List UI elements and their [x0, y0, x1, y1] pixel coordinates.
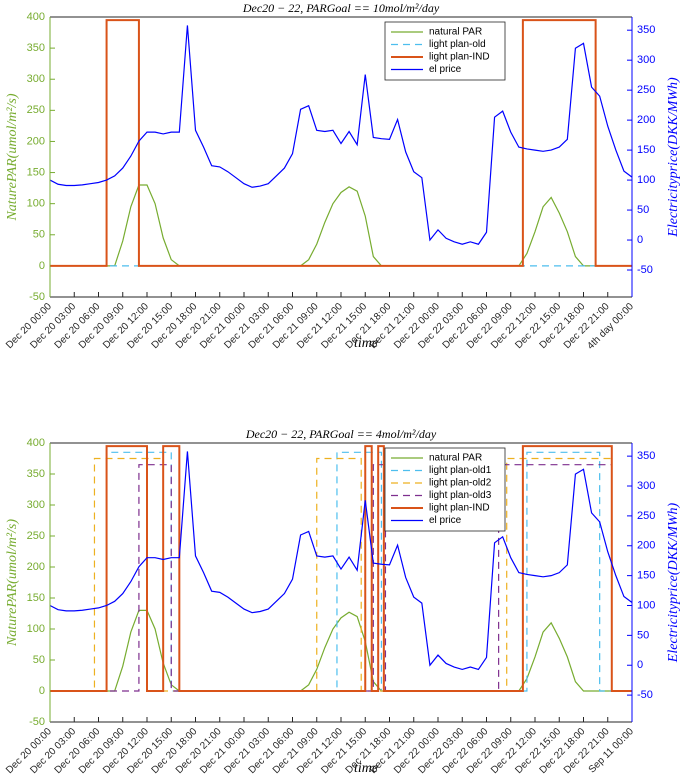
y2-tick-label: 200: [637, 114, 655, 126]
y-tick-label: 150: [27, 592, 45, 604]
chart-title: Dec20 − 22, PARGoal == 10mol/m²/day: [242, 1, 440, 15]
y-tick-label: 400: [27, 11, 45, 23]
legend-label: light plan-old3: [429, 490, 492, 501]
y-tick-label: 50: [33, 654, 45, 666]
y-tick-label: -50: [29, 291, 45, 303]
legend-box: [384, 447, 506, 532]
y2-tick-label: 350: [637, 450, 655, 462]
y2-tick-label: 250: [637, 84, 655, 96]
plot-area: [50, 17, 632, 297]
data-line: [50, 19, 632, 267]
y2-tick-label: 100: [637, 174, 655, 186]
y-tick-label: 0: [39, 260, 45, 272]
y-tick-label: 200: [27, 135, 45, 147]
data-line: [50, 445, 632, 692]
y2-tick-label: -50: [637, 264, 653, 276]
y-tick-label: 300: [27, 499, 45, 511]
y-axis-label: NaturePAR(umol/m²/s): [5, 93, 20, 221]
data-line: [49, 25, 633, 245]
y-tick-label: 150: [27, 166, 45, 178]
y2-tick-label: 350: [637, 24, 655, 36]
chart-title: Dec20 − 22, PARGoal == 4mol/m²/day: [245, 427, 437, 441]
legend-label: light plan-old2: [429, 478, 492, 489]
y-tick-label: 250: [27, 530, 45, 542]
data-line: [50, 464, 632, 692]
y-tick-label: 50: [33, 229, 45, 241]
y-axis-label: NaturePAR(umol/m²/s): [5, 519, 20, 647]
y-tick-label: 350: [27, 468, 45, 480]
y-tick-label: -50: [29, 716, 45, 728]
y-tick-label: 200: [27, 561, 45, 573]
y2-tick-label: 100: [637, 599, 655, 611]
y-tick-label: 0: [39, 685, 45, 697]
legend-label: light plan-old: [429, 39, 486, 50]
plot-area: [50, 443, 632, 722]
y2-tick-label: 50: [637, 629, 649, 641]
legend-label: light plan-IND: [429, 52, 490, 63]
y2-tick-label: -50: [637, 689, 653, 701]
y-tick-label: 250: [27, 104, 45, 116]
y2-axis-label: Electricityprice(DKK/MWh): [666, 502, 681, 663]
y2-tick-label: 150: [637, 144, 655, 156]
y2-tick-label: 150: [637, 570, 655, 582]
y-tick-label: 100: [27, 623, 45, 635]
legend-label: light plan-IND: [429, 503, 490, 514]
legend-label: el price: [429, 515, 462, 526]
y-tick-label: 100: [27, 198, 45, 210]
data-line: [49, 451, 633, 671]
legend-label: light plan-old1: [429, 465, 492, 476]
y2-tick-label: 0: [637, 659, 643, 671]
y2-axis-label: Electricityprice(DKK/MWh): [666, 77, 681, 238]
legend-label: natural PAR: [429, 27, 482, 38]
data-line: [50, 451, 632, 692]
x-axis-label: time: [354, 761, 378, 774]
legend-label: el price: [429, 64, 462, 75]
legend-label: natural PAR: [429, 453, 482, 464]
y2-tick-label: 250: [637, 510, 655, 522]
y2-tick-label: 0: [637, 234, 643, 246]
x-axis-label: time: [354, 336, 378, 351]
y2-tick-label: 50: [637, 204, 649, 216]
y2-tick-label: 300: [637, 54, 655, 66]
y-tick-label: 400: [27, 437, 45, 449]
y-tick-label: 300: [27, 73, 45, 85]
y-tick-label: 350: [27, 42, 45, 54]
y2-tick-label: 200: [637, 540, 655, 552]
data-line: [50, 184, 632, 267]
y2-tick-label: 300: [637, 480, 655, 492]
